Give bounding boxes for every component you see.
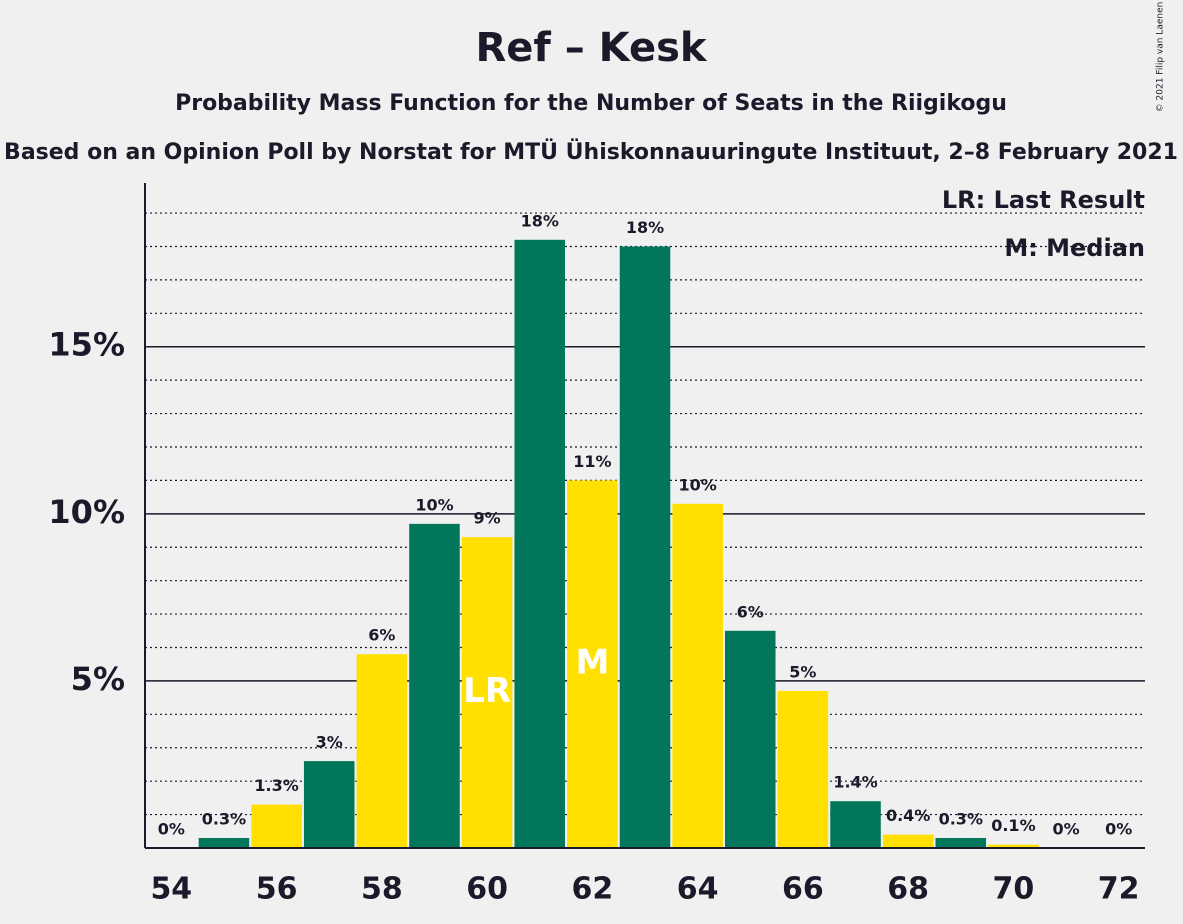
bar bbox=[251, 804, 302, 848]
bar bbox=[198, 837, 250, 848]
value-label: 0% bbox=[1105, 820, 1132, 839]
bar bbox=[409, 523, 460, 848]
chart-subtitle: Probability Mass Function for the Number… bbox=[175, 91, 1007, 116]
value-label: 3% bbox=[316, 733, 343, 752]
value-label: 0.4% bbox=[886, 806, 930, 825]
x-tick-label: 62 bbox=[571, 872, 613, 907]
x-tick-label: 72 bbox=[1098, 872, 1140, 907]
y-tick-label: 10% bbox=[48, 493, 125, 531]
value-label: 18% bbox=[521, 211, 559, 230]
chart-subtitle: Based on an Opinion Poll by Norstat for … bbox=[4, 139, 1178, 165]
bar bbox=[935, 837, 987, 848]
x-tick-label: 58 bbox=[361, 872, 403, 907]
y-tick-label: 15% bbox=[48, 326, 125, 364]
bar-annotation: LR bbox=[463, 671, 511, 711]
bar bbox=[882, 834, 934, 848]
x-tick-label: 70 bbox=[993, 872, 1035, 907]
copyright: © 2021 Filip van Laenen bbox=[1156, 2, 1166, 113]
value-label: 0% bbox=[1052, 820, 1079, 839]
bar bbox=[461, 537, 513, 848]
x-tick-label: 64 bbox=[677, 872, 719, 907]
x-tick-label: 54 bbox=[150, 872, 192, 907]
x-tick-label: 60 bbox=[466, 872, 508, 907]
value-label: 18% bbox=[626, 218, 664, 237]
value-label: 0.3% bbox=[202, 809, 246, 828]
value-label: 1.3% bbox=[254, 776, 298, 795]
legend-note: LR: Last Result bbox=[942, 186, 1145, 214]
value-label: 10% bbox=[415, 495, 453, 514]
bar bbox=[303, 761, 355, 848]
value-label: 6% bbox=[368, 626, 395, 645]
bar bbox=[777, 690, 829, 848]
bar bbox=[356, 654, 408, 848]
value-label: 6% bbox=[737, 602, 764, 621]
y-tick-label: 5% bbox=[71, 660, 125, 698]
chart-title: Ref – Kesk bbox=[475, 25, 707, 71]
bar bbox=[830, 801, 881, 848]
bar-annotation: M bbox=[575, 643, 609, 683]
value-label: 9% bbox=[474, 509, 501, 528]
bar bbox=[514, 239, 565, 848]
value-label: 0.1% bbox=[991, 816, 1035, 835]
bar bbox=[567, 480, 618, 848]
bar bbox=[725, 630, 776, 848]
x-tick-label: 56 bbox=[256, 872, 298, 907]
value-label: 11% bbox=[573, 452, 611, 471]
value-label: 0% bbox=[158, 820, 185, 839]
x-tick-label: 68 bbox=[887, 872, 929, 907]
value-label: 1.4% bbox=[833, 773, 877, 792]
x-tick-label: 66 bbox=[782, 872, 824, 907]
value-label: 5% bbox=[789, 662, 816, 681]
value-label: 10% bbox=[678, 475, 716, 494]
value-label: 0.3% bbox=[939, 809, 983, 828]
bar bbox=[672, 503, 723, 848]
bar bbox=[619, 246, 671, 849]
legend-note: M: Median bbox=[1004, 234, 1145, 262]
bar bbox=[988, 844, 1039, 848]
